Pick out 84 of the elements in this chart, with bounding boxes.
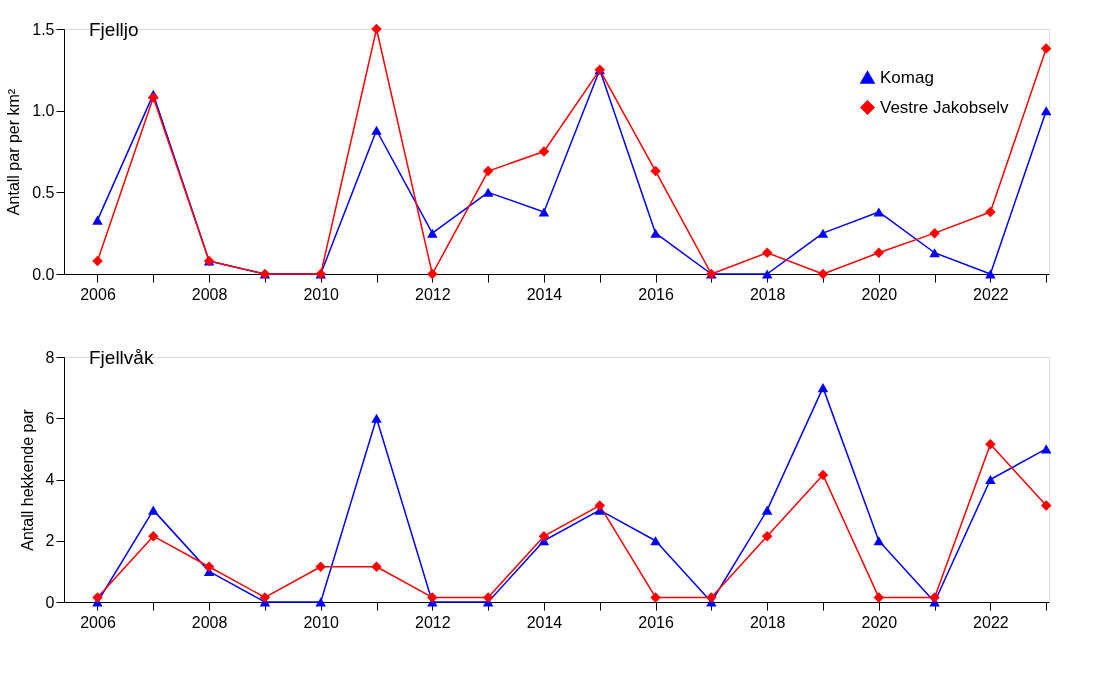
y-tick-label: 2 bbox=[45, 532, 55, 550]
point bbox=[650, 228, 661, 238]
point bbox=[761, 530, 773, 542]
y-tick-label: 8 bbox=[45, 348, 55, 366]
point bbox=[817, 268, 829, 280]
y-tick-label: 0 bbox=[45, 593, 55, 611]
point bbox=[482, 187, 494, 197]
point bbox=[148, 530, 159, 542]
y-tick-label: 6 bbox=[45, 409, 55, 427]
point bbox=[817, 469, 829, 481]
x-tick-label: 2012 bbox=[415, 285, 451, 303]
y-tick-label: 0.5 bbox=[32, 183, 55, 201]
point bbox=[929, 248, 940, 258]
x-tick-label: 2008 bbox=[191, 613, 228, 631]
y-tick-label: 0.0 bbox=[32, 265, 55, 283]
point bbox=[371, 561, 382, 573]
point bbox=[92, 592, 103, 603]
point bbox=[650, 592, 661, 603]
point bbox=[706, 592, 717, 603]
point bbox=[371, 413, 382, 423]
point bbox=[315, 597, 326, 607]
point bbox=[873, 536, 885, 546]
legend-label: Vestre Jakobselv bbox=[880, 97, 1010, 117]
x-tick-label: 2014 bbox=[526, 613, 563, 631]
point bbox=[427, 228, 438, 238]
x-tick-label: 2016 bbox=[638, 285, 674, 303]
point bbox=[761, 505, 773, 515]
x-tick-label: 2010 bbox=[303, 613, 340, 631]
point bbox=[538, 207, 550, 217]
point bbox=[259, 592, 271, 603]
x-tick-label: 2010 bbox=[303, 285, 340, 303]
chart-title: Fjellvåk bbox=[89, 347, 154, 368]
y-axis-title: Antall hekkende par bbox=[18, 408, 36, 551]
point bbox=[482, 165, 494, 177]
x-tick-label: 2016 bbox=[638, 613, 674, 631]
y-tick-label: 1.5 bbox=[32, 20, 55, 38]
x-tick-label: 2006 bbox=[80, 613, 116, 631]
point bbox=[92, 215, 103, 225]
point bbox=[92, 255, 103, 267]
x-tick-label: 2008 bbox=[191, 285, 228, 303]
y-axis-title: Antall par per km² bbox=[5, 88, 23, 216]
point bbox=[985, 439, 996, 450]
point bbox=[817, 228, 829, 238]
x-tick-label: 2012 bbox=[415, 613, 451, 631]
point bbox=[929, 227, 940, 239]
x-tick-label: 2022 bbox=[973, 613, 1009, 631]
point bbox=[594, 500, 605, 511]
legend-label: Komag bbox=[880, 67, 934, 87]
point bbox=[148, 505, 159, 515]
x-tick-label: 2018 bbox=[749, 613, 786, 631]
point bbox=[873, 592, 885, 603]
point bbox=[761, 269, 773, 279]
point bbox=[1040, 500, 1052, 511]
point bbox=[817, 383, 829, 393]
x-tick-label: 2018 bbox=[749, 285, 786, 303]
point bbox=[1040, 444, 1052, 454]
point bbox=[538, 530, 550, 542]
point bbox=[371, 125, 382, 135]
point bbox=[427, 268, 438, 280]
point bbox=[1040, 106, 1052, 116]
point bbox=[538, 146, 550, 157]
y-tick-label: 4 bbox=[45, 471, 55, 488]
point bbox=[482, 592, 494, 603]
point bbox=[148, 92, 159, 103]
point bbox=[427, 592, 438, 603]
chart-title: Fjelljo bbox=[89, 19, 139, 40]
point bbox=[650, 536, 661, 546]
x-tick-label: 2014 bbox=[526, 285, 563, 303]
x-tick-label: 2020 bbox=[861, 613, 898, 631]
point bbox=[985, 206, 996, 218]
point bbox=[985, 474, 996, 485]
x-tick-label: 2020 bbox=[861, 285, 898, 303]
y-tick-label: 1.0 bbox=[32, 102, 55, 120]
x-tick-label: 2006 bbox=[80, 285, 116, 303]
point bbox=[203, 561, 215, 573]
point bbox=[985, 269, 996, 279]
x-tick-label: 2022 bbox=[973, 285, 1009, 303]
point bbox=[371, 23, 382, 35]
point bbox=[873, 247, 885, 259]
point bbox=[315, 561, 326, 573]
point bbox=[650, 165, 661, 177]
point bbox=[929, 592, 940, 603]
point bbox=[761, 247, 773, 259]
point bbox=[1040, 43, 1052, 54]
